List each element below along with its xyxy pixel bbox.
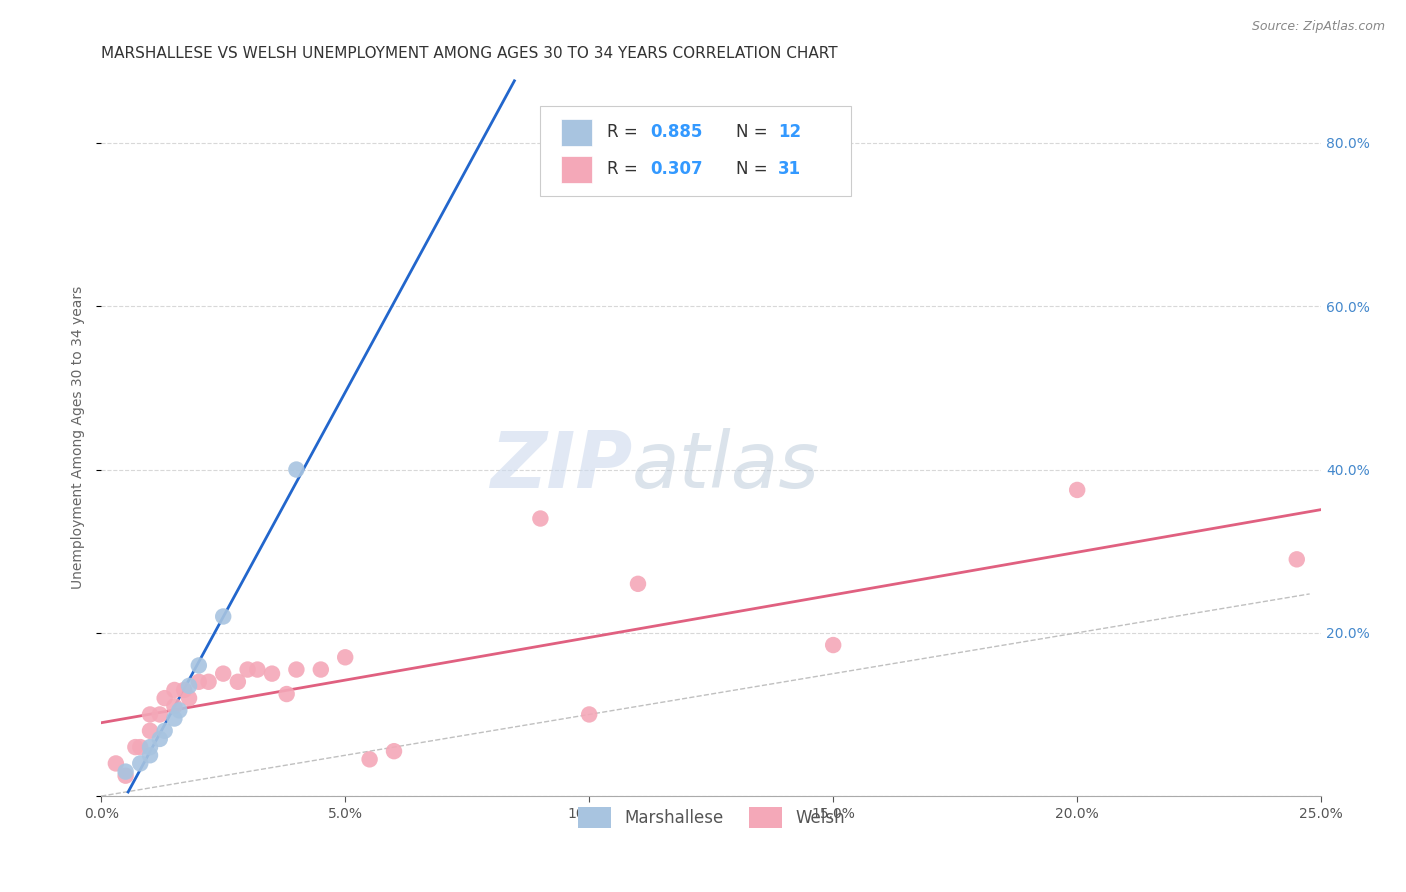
Text: R =: R = (607, 122, 644, 141)
Point (359, 752, 381, 766)
Point (149, 731, 172, 746)
Text: 12: 12 (779, 122, 801, 141)
Text: 0.307: 0.307 (650, 160, 703, 178)
Point (276, 687, 298, 701)
Point (226, 674, 249, 689)
Point (187, 658, 209, 673)
Text: MARSHALLESE VS WELSH UNEMPLOYMENT AMONG AGES 30 TO 34 YEARS CORRELATION CHART: MARSHALLESE VS WELSH UNEMPLOYMENT AMONG … (101, 46, 838, 62)
Point (285, 663, 308, 677)
Point (197, 674, 219, 689)
Y-axis label: Unemployment Among Ages 30 to 34 years: Unemployment Among Ages 30 to 34 years (72, 285, 86, 589)
Point (578, 707, 600, 722)
Text: atlas: atlas (631, 427, 820, 504)
Text: R =: R = (607, 160, 644, 178)
Bar (561, 119, 592, 146)
Point (1285, 552, 1308, 566)
Point (236, 663, 259, 677)
Point (124, 740, 146, 755)
Point (139, 740, 162, 755)
Point (163, 712, 186, 726)
Text: N =: N = (735, 160, 772, 178)
Point (139, 707, 162, 722)
Point (139, 723, 162, 738)
Point (212, 666, 235, 681)
Legend: Marshallese, Welsh: Marshallese, Welsh (571, 801, 852, 834)
Point (114, 769, 136, 783)
Point (260, 666, 283, 681)
Point (163, 682, 186, 697)
Point (823, 638, 845, 652)
Bar (561, 156, 592, 183)
Point (187, 674, 209, 689)
Point (129, 756, 152, 771)
Point (285, 462, 308, 476)
Point (139, 748, 162, 763)
Point (129, 740, 152, 755)
Text: 31: 31 (779, 160, 801, 178)
Point (627, 577, 650, 591)
Text: Source: ZipAtlas.com: Source: ZipAtlas.com (1251, 20, 1385, 33)
Point (246, 663, 269, 677)
FancyBboxPatch shape (540, 106, 852, 196)
Point (212, 609, 235, 624)
Point (104, 756, 127, 771)
Point (114, 764, 136, 779)
Point (1066, 483, 1088, 497)
Text: 0.885: 0.885 (650, 122, 703, 141)
Point (169, 703, 191, 717)
Point (382, 744, 405, 758)
Text: ZIP: ZIP (489, 427, 631, 504)
Point (163, 699, 186, 714)
Point (177, 679, 200, 693)
Point (153, 723, 176, 738)
Point (335, 650, 357, 665)
Text: N =: N = (735, 122, 772, 141)
Point (309, 663, 332, 677)
Point (173, 682, 195, 697)
Point (149, 707, 172, 722)
Point (153, 691, 176, 706)
Point (177, 691, 200, 706)
Point (529, 511, 551, 525)
